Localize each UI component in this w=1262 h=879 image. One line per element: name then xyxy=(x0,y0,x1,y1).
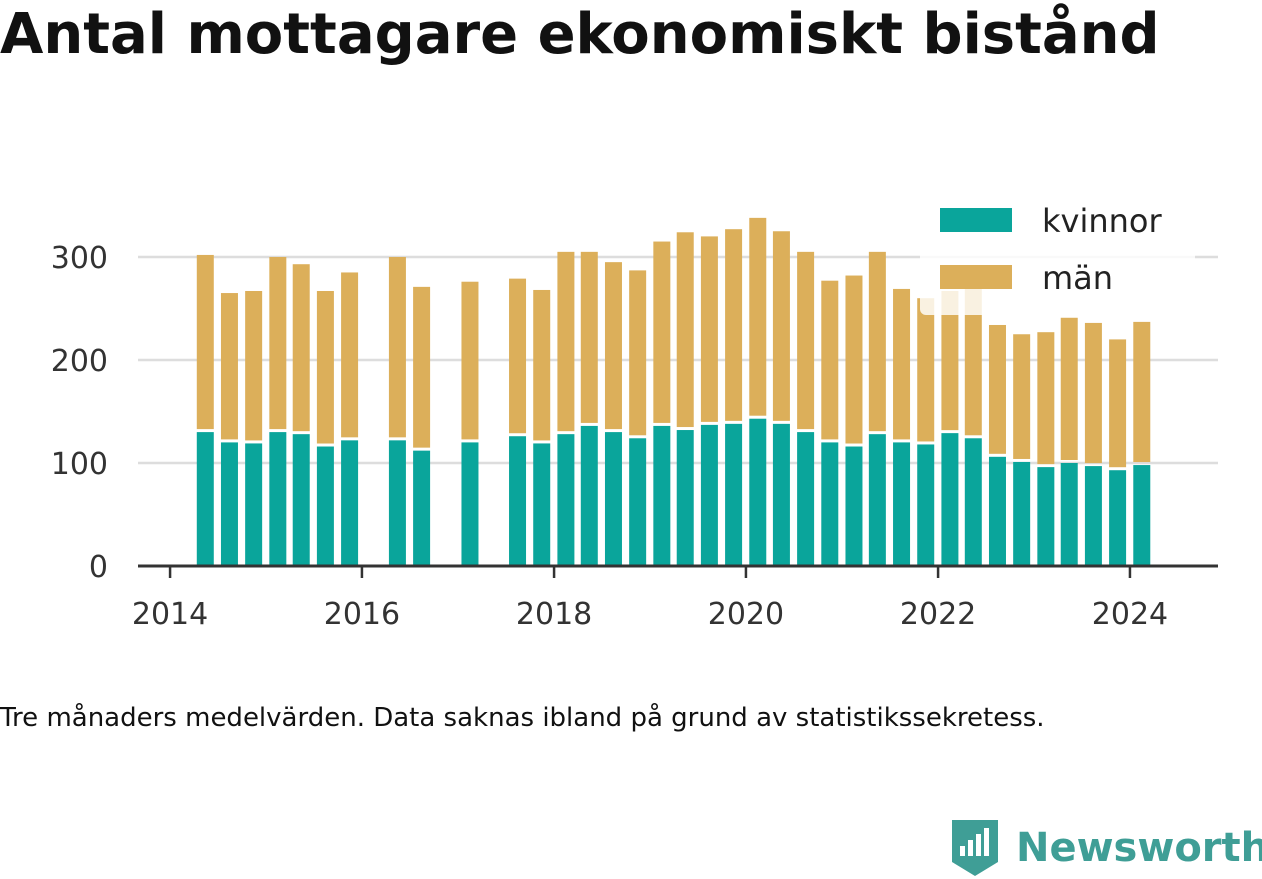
bar-man xyxy=(413,286,431,448)
bar-man xyxy=(604,262,622,430)
brand-name: Newsworthy xyxy=(1016,825,1262,871)
bar-kvinnor xyxy=(629,438,647,566)
bar-man xyxy=(316,290,334,444)
bar-kvinnor xyxy=(461,442,479,566)
bar-kvinnor xyxy=(1133,465,1151,566)
bar-man xyxy=(533,289,551,441)
bar-kvinnor xyxy=(245,443,263,566)
bar-man xyxy=(557,251,575,432)
bar-man xyxy=(1133,321,1151,463)
bar-kvinnor xyxy=(196,432,214,566)
bar-man xyxy=(845,275,863,444)
bar-man xyxy=(988,324,1006,454)
y-tick-label: 300 xyxy=(51,241,108,276)
bar-man xyxy=(1084,322,1102,464)
bar-man xyxy=(749,217,767,416)
bar-kvinnor xyxy=(220,442,238,566)
footnote: Tre månaders medelvärden. Data saknas ib… xyxy=(0,703,1045,733)
bar-man xyxy=(220,293,238,440)
bar-kvinnor xyxy=(797,432,815,566)
bar-man xyxy=(893,288,911,440)
y-tick-label: 200 xyxy=(51,344,108,379)
legend-swatch-kvinnor xyxy=(940,208,1012,232)
bar-man xyxy=(772,231,790,421)
bar-kvinnor xyxy=(557,434,575,566)
bar-man xyxy=(700,236,718,422)
bar-man xyxy=(1037,332,1055,465)
bar-kvinnor xyxy=(1109,470,1127,566)
bar-kvinnor xyxy=(941,433,959,566)
bar-kvinnor xyxy=(1013,461,1031,566)
bar-man xyxy=(341,272,359,438)
bar-kvinnor xyxy=(700,424,718,566)
bar-kvinnor xyxy=(1060,463,1078,566)
bar-man xyxy=(269,257,287,430)
bar-kvinnor xyxy=(1037,467,1055,566)
bar-man xyxy=(676,232,694,428)
bar-man xyxy=(1060,317,1078,460)
y-tick-label: 0 xyxy=(89,550,108,585)
bar-man xyxy=(245,290,263,441)
x-tick-label: 2020 xyxy=(708,597,784,632)
bar-man xyxy=(964,286,982,436)
x-tick-label: 2018 xyxy=(516,597,592,632)
bar-kvinnor xyxy=(868,434,886,566)
bar-kvinnor xyxy=(1084,466,1102,566)
bar-kvinnor xyxy=(772,423,790,566)
bar-man xyxy=(917,298,935,442)
newsworthy-chart-logo-icon xyxy=(952,820,998,876)
x-tick-label: 2022 xyxy=(900,597,976,632)
bar-man xyxy=(461,281,479,440)
bar-kvinnor xyxy=(821,442,839,566)
bars xyxy=(196,217,1151,566)
bar-kvinnor xyxy=(533,443,551,566)
bar-man xyxy=(292,264,310,432)
bar-kvinnor xyxy=(509,436,527,566)
bar-man xyxy=(509,278,527,434)
bar-man xyxy=(941,290,959,431)
bar-kvinnor xyxy=(292,434,310,566)
y-axis-ticks: 0 100 200 300 xyxy=(51,241,108,585)
y-tick-label: 100 xyxy=(51,447,108,482)
bar-man xyxy=(196,254,214,430)
bar-kvinnor xyxy=(749,418,767,566)
bar-man xyxy=(629,270,647,436)
bar-kvinnor xyxy=(845,446,863,566)
x-axis-ticks: 2014 2016 2018 2020 2022 2024 xyxy=(132,566,1168,632)
bar-man xyxy=(868,251,886,432)
x-tick-label: 2024 xyxy=(1092,597,1168,632)
x-tick-label: 2016 xyxy=(324,597,400,632)
legend-label-kvinnor: kvinnor xyxy=(1042,202,1163,240)
brand: Newsworthy xyxy=(950,818,1262,878)
bar-man xyxy=(1013,334,1031,459)
bar-kvinnor xyxy=(988,456,1006,566)
bar-kvinnor xyxy=(676,430,694,566)
bar-man xyxy=(580,251,598,423)
bar-man xyxy=(725,229,743,421)
bar-kvinnor xyxy=(604,432,622,566)
bar-man xyxy=(388,257,406,438)
legend-swatch-man xyxy=(940,265,1012,289)
bar-kvinnor xyxy=(413,450,431,566)
legend: kvinnor män xyxy=(920,195,1195,315)
bar-kvinnor xyxy=(316,446,334,566)
bar-kvinnor xyxy=(388,440,406,566)
bar-kvinnor xyxy=(964,438,982,566)
bar-kvinnor xyxy=(341,440,359,566)
bar-man xyxy=(1109,339,1127,468)
x-tick-label: 2014 xyxy=(132,597,208,632)
bar-man xyxy=(797,251,815,430)
bar-kvinnor xyxy=(725,423,743,566)
bar-kvinnor xyxy=(653,425,671,566)
bar-kvinnor xyxy=(580,425,598,566)
bar-kvinnor xyxy=(917,444,935,566)
bar-man xyxy=(821,280,839,440)
bar-kvinnor xyxy=(269,432,287,566)
chart-title: Antal mottagare ekonomiskt bistånd xyxy=(0,2,1160,67)
legend-label-man: män xyxy=(1042,259,1113,297)
stacked-bar-chart: 0 100 200 300 2014 2016 2018 2020 2022 2024 kvin… xyxy=(51,195,1218,632)
bar-kvinnor xyxy=(893,442,911,566)
bar-man xyxy=(653,241,671,423)
